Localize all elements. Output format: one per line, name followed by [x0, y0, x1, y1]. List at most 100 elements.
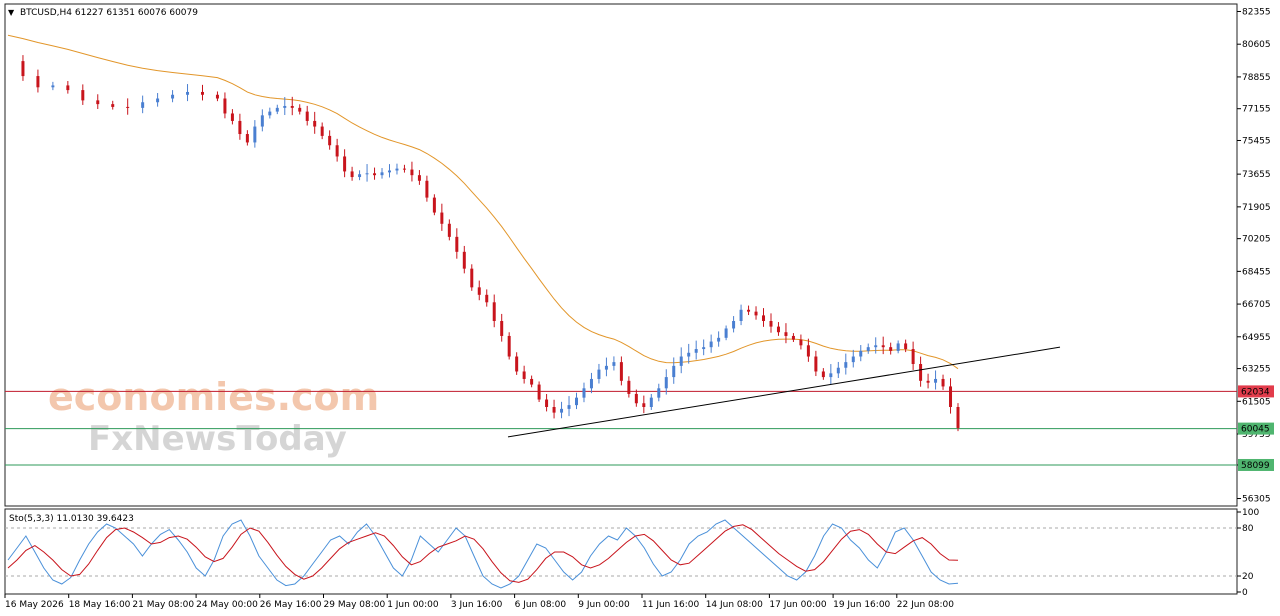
candle-body-4 [66, 85, 70, 91]
candle-body-17 [238, 120, 242, 135]
candle-body-110 [934, 378, 938, 383]
candle-body-61 [567, 405, 571, 409]
candle-body-20 [260, 115, 264, 127]
time-tick-label-5: 29 May 08:00 [324, 600, 386, 610]
candle-body-57 [537, 384, 541, 400]
candle-body-13 [200, 91, 204, 95]
moving-average-line [7, 34, 959, 370]
time-tick-label-0: 16 May 2026 [5, 600, 64, 610]
price-tick-label-2: 78855 [1242, 73, 1271, 83]
candle-body-38 [395, 168, 399, 171]
price-tick-label-9: 66705 [1242, 300, 1271, 310]
candle-body-5 [81, 90, 85, 101]
price-tick-label-11: 63255 [1242, 365, 1271, 375]
candle-body-73 [657, 388, 661, 398]
candle-body-109 [926, 380, 930, 383]
candle-body-106 [904, 343, 908, 350]
candle-body-51 [492, 302, 496, 321]
candle-body-54 [515, 356, 519, 372]
time-tick-label-9: 9 Jun 00:00 [578, 600, 630, 610]
header-dropdown-icon[interactable]: ▼ [8, 8, 15, 17]
candle-body-91 [791, 335, 795, 340]
stoch-tick-label-1: 80 [1242, 524, 1254, 534]
stochastic-d-line [7, 524, 959, 583]
candle-body-32 [350, 171, 354, 178]
candle-body-88 [769, 320, 773, 327]
candle-body-80 [709, 341, 713, 348]
candle-body-43 [432, 197, 436, 213]
candle-body-9 [141, 102, 145, 108]
candle-body-10 [156, 98, 160, 103]
candle-body-14 [215, 94, 219, 99]
candle-body-86 [754, 311, 758, 316]
price-tick-label-15: 56305 [1242, 495, 1271, 505]
candle-body-99 [851, 356, 855, 363]
candle-body-56 [530, 378, 534, 385]
candle-body-36 [380, 172, 384, 176]
stochastic-label: Sto(5,3,3) 11.0130 39.6423 [9, 514, 134, 524]
price-tick-label-4: 75455 [1242, 136, 1271, 146]
candle-body-82 [724, 328, 728, 338]
level-tag-label-0: 62034 [1241, 387, 1270, 397]
candle-body-102 [874, 345, 878, 348]
candle-body-39 [402, 168, 406, 170]
candle-body-75 [672, 365, 676, 378]
time-tick-label-1: 18 May 16:00 [69, 600, 131, 610]
candle-body-52 [500, 320, 504, 336]
time-tick-label-7: 3 Jun 16:00 [451, 600, 503, 610]
candle-body-29 [328, 135, 332, 146]
candle-body-16 [230, 113, 234, 121]
candle-body-19 [253, 126, 257, 143]
support-trendline [507, 346, 1061, 438]
price-tick-label-3: 77155 [1242, 105, 1271, 115]
main-plot-frame [4, 3, 1238, 507]
price-tick-label-13: 59755 [1242, 430, 1271, 440]
price-tick-label-1: 80605 [1242, 40, 1271, 50]
candle-body-47 [462, 251, 466, 269]
price-tick-label-0: 82355 [1242, 7, 1271, 17]
level-tag-bg-1 [1238, 422, 1274, 435]
candle-body-33 [358, 174, 362, 178]
time-tick-label-4: 26 May 16:00 [260, 600, 322, 610]
candle-body-79 [702, 347, 706, 350]
time-tick-label-14: 22 Jun 08:00 [897, 600, 954, 610]
candle-body-101 [866, 347, 870, 351]
candle-body-58 [545, 399, 549, 408]
candle-body-53 [507, 335, 511, 357]
candle-body-44 [440, 212, 444, 224]
candle-body-96 [829, 373, 833, 378]
candle-body-87 [762, 315, 766, 321]
candle-body-26 [305, 111, 309, 121]
candle-body-55 [522, 371, 526, 379]
candle-body-27 [313, 120, 317, 127]
candle-body-93 [806, 345, 810, 357]
candle-body-50 [485, 294, 489, 303]
symbol-header: BTCUSD,H4 61227 61351 60076 60079 [20, 8, 198, 18]
candle-body-34 [365, 173, 369, 175]
candle-body-105 [896, 343, 900, 351]
candle-body-90 [784, 332, 788, 336]
candle-body-94 [814, 356, 818, 372]
candle-body-95 [821, 371, 825, 378]
level-tag-label-1: 60045 [1241, 425, 1270, 435]
watermark-fxnewstoday: FxNewsToday [88, 419, 347, 459]
candle-body-65 [597, 369, 601, 379]
candle-body-8 [126, 106, 130, 108]
candle-body-22 [275, 107, 279, 112]
candle-body-64 [589, 378, 593, 389]
candle-body-113 [956, 407, 960, 428]
candle-body-62 [575, 397, 579, 406]
time-tick-label-10: 11 Jun 16:00 [642, 600, 699, 610]
candle-body-72 [649, 397, 653, 408]
candle-body-6 [96, 100, 100, 105]
candle-body-112 [949, 386, 953, 408]
candle-body-85 [747, 309, 751, 312]
stoch-tick-label-0: 100 [1242, 508, 1259, 518]
candle-body-100 [859, 350, 863, 357]
candle-body-2 [36, 76, 40, 88]
candle-body-103 [881, 345, 885, 348]
level-tag-label-2: 58099 [1241, 461, 1270, 471]
time-tick-label-2: 21 May 08:00 [132, 600, 194, 610]
candle-body-111 [941, 378, 945, 387]
